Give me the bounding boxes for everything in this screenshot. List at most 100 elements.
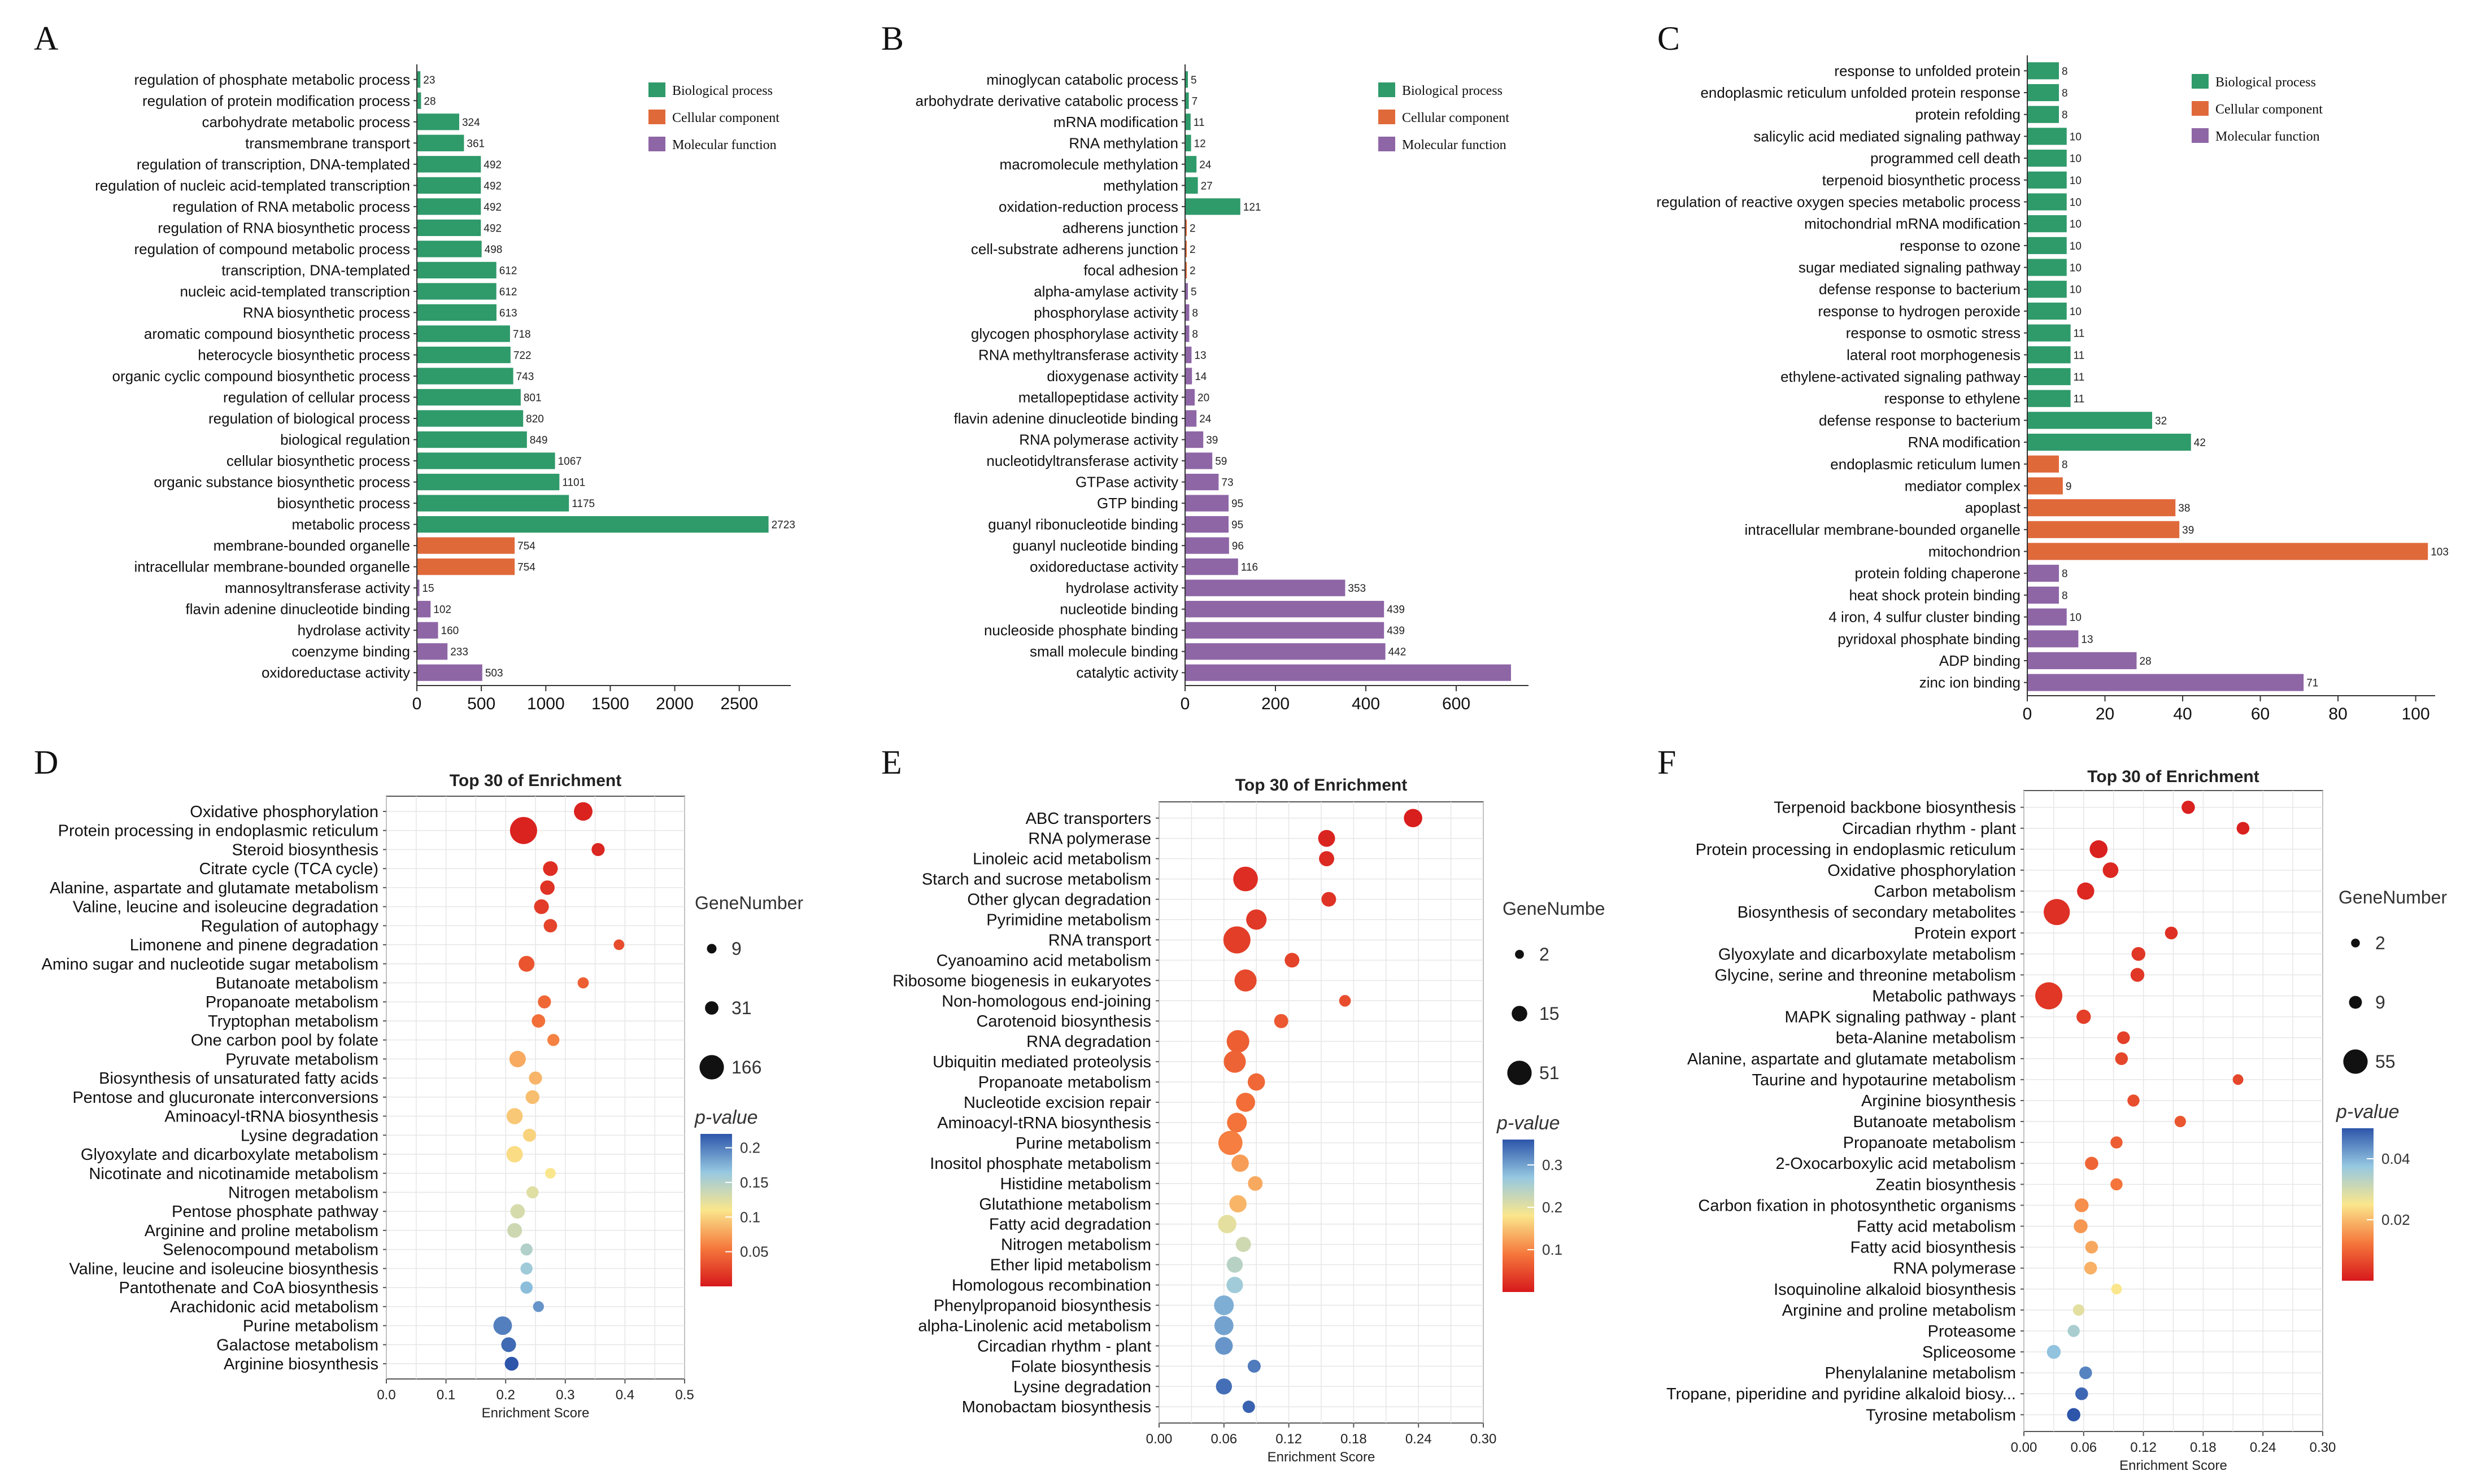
pathway-label: Arginine and proline metabolism xyxy=(1782,1302,2016,1320)
bar xyxy=(417,473,560,491)
bar xyxy=(1186,156,1197,173)
pathway-label: Homologous recombination xyxy=(952,1277,1151,1295)
bar-value-label: 7 xyxy=(1192,95,1198,107)
bar-category-label: zinc ion binding xyxy=(1919,674,2021,691)
bar xyxy=(417,219,481,237)
pathway-label: Aminoacyl-tRNA biosynthesis xyxy=(937,1114,1151,1132)
bar-category-label: aromatic compound biosynthetic process xyxy=(144,325,410,342)
pathway-label: Biosynthesis of unsaturated fatty acids xyxy=(99,1070,378,1088)
enrichment-dot xyxy=(2085,1156,2098,1171)
enrichment-dot xyxy=(1227,1112,1247,1133)
size-legend-value: 51 xyxy=(1539,1063,1560,1083)
enrichment-dot xyxy=(2111,1284,2122,1295)
bar-category-label: alpha-amylase activity xyxy=(1034,283,1178,300)
legend-label-molecular: Molecular function xyxy=(1402,138,1506,152)
enrichment-dot xyxy=(2067,1408,2080,1422)
enrichment-dot xyxy=(547,1033,560,1046)
pathway-label: Pyruvate metabolism xyxy=(225,1050,378,1068)
legend-swatch-cellular xyxy=(2192,101,2209,116)
pathway-label: Fatty acid metabolism xyxy=(1857,1218,2016,1236)
bar xyxy=(417,114,459,130)
bar-value-label: 28 xyxy=(2140,656,2152,667)
enrichment-dot xyxy=(2110,1136,2123,1149)
size-legend-dot xyxy=(1512,1006,1527,1022)
x-tick-label: 0.5 xyxy=(675,1387,694,1403)
bar-category-label: defense response to bacterium xyxy=(1819,281,2021,298)
bar xyxy=(1186,516,1229,533)
colorbar-tick-label: 0.02 xyxy=(2381,1211,2410,1228)
bar-category-label: RNA polymerase activity xyxy=(1019,431,1178,448)
bar xyxy=(1186,473,1219,491)
bar xyxy=(2028,84,2059,102)
bar-value-label: 32 xyxy=(2155,415,2167,427)
bar-category-label: arbohydrate derivative catabolic process xyxy=(916,92,1178,109)
x-axis-title: Enrichment Score xyxy=(482,1406,590,1421)
x-tick-label: 0.4 xyxy=(616,1387,634,1403)
bar xyxy=(417,558,515,575)
bar-category-label: mRNA modification xyxy=(1053,114,1178,130)
legend-swatch-biological xyxy=(648,82,665,97)
colorbar-tick-label: 0.05 xyxy=(740,1243,769,1260)
pathway-label: Spliceosome xyxy=(1922,1343,2016,1361)
enrichment-dot xyxy=(1236,1093,1255,1112)
legend-label-cellular: Cellular component xyxy=(672,111,780,125)
pathway-label: Valine, leucine and isoleucine biosynthe… xyxy=(69,1260,378,1278)
bar-value-label: 8 xyxy=(2062,88,2068,99)
enrichment-dot xyxy=(529,1071,542,1085)
bar-value-label: 743 xyxy=(516,371,534,383)
bar-category-label: hydrolase activity xyxy=(298,622,410,639)
panel-letter-b: B xyxy=(881,20,904,57)
bar-value-label: 5 xyxy=(1191,75,1197,86)
x-tick-label: 400 xyxy=(1352,695,1380,713)
bar-category-label: methylation xyxy=(1103,177,1178,194)
bar-category-label: endoplasmic reticulum unfolded protein r… xyxy=(1700,84,2021,101)
enrichment-dot xyxy=(2117,1031,2130,1044)
bar-category-label: flavin adenine dinucleotide binding xyxy=(185,601,410,618)
bar-value-label: 39 xyxy=(2182,525,2194,536)
bar xyxy=(2028,455,2059,473)
x-tick-label: 200 xyxy=(1261,695,1290,713)
enrichment-dot xyxy=(1226,1256,1243,1273)
size-legend-dot xyxy=(1507,1060,1532,1085)
bar-value-label: 11 xyxy=(2074,328,2085,340)
bar-category-label: mitochondrial mRNA modification xyxy=(1804,215,2021,232)
pathway-label: Taurine and hypotaurine metabolism xyxy=(1752,1071,2017,1089)
pathway-label: Tropane, piperidine and pyridine alkaloi… xyxy=(1666,1385,2016,1403)
bar xyxy=(2028,390,2071,407)
x-tick-label: 0.30 xyxy=(2310,1440,2336,1455)
bar-category-label: biological regulation xyxy=(280,431,410,448)
bar-value-label: 10 xyxy=(2070,131,2082,143)
bar-category-label: response to ethylene xyxy=(1884,390,2021,407)
pathway-label: Oxidative phosphorylation xyxy=(1827,862,2016,880)
pathway-label: Protein processing in endoplasmic reticu… xyxy=(58,822,378,840)
bar xyxy=(417,283,497,300)
bar-value-label: 95 xyxy=(1231,498,1243,510)
enrichment-dot xyxy=(1339,994,1351,1007)
pathway-label: Pentose phosphate pathway xyxy=(172,1203,378,1221)
size-legend-dot xyxy=(2343,1049,2368,1074)
enrichment-dot xyxy=(2072,1304,2085,1316)
pathway-label: Steroid biosynthesis xyxy=(232,841,378,859)
bar-value-label: 28 xyxy=(424,95,436,107)
bar xyxy=(2028,324,2071,342)
bar-value-label: 2 xyxy=(1190,265,1196,277)
panel-d-dot-plot: D Top 30 of Enrichment Oxidative phosphory… xyxy=(34,744,803,1421)
bar xyxy=(417,389,521,406)
x-tick-label: 2000 xyxy=(656,695,694,713)
x-tick-label: 0.06 xyxy=(1210,1431,1237,1447)
x-tick-label: 0.12 xyxy=(1275,1431,1302,1447)
pathway-label: Histidine metabolism xyxy=(1000,1175,1151,1193)
bar-value-label: 11 xyxy=(2074,372,2085,383)
pathway-label: Glutathione metabolism xyxy=(979,1195,1151,1214)
pathway-label: Fatty acid biosynthesis xyxy=(1850,1239,2016,1257)
bar-category-label: regulation of RNA metabolic process xyxy=(172,198,410,215)
bar-value-label: 439 xyxy=(1387,625,1405,637)
colorbar-tick-label: 0.2 xyxy=(1542,1199,1562,1216)
x-tick-label: 1000 xyxy=(527,695,565,713)
bar xyxy=(417,622,438,639)
size-legend-dot xyxy=(1515,950,1524,959)
bar xyxy=(417,304,497,321)
enrichment-dot xyxy=(543,919,558,933)
size-legend-value: 31 xyxy=(731,998,752,1018)
